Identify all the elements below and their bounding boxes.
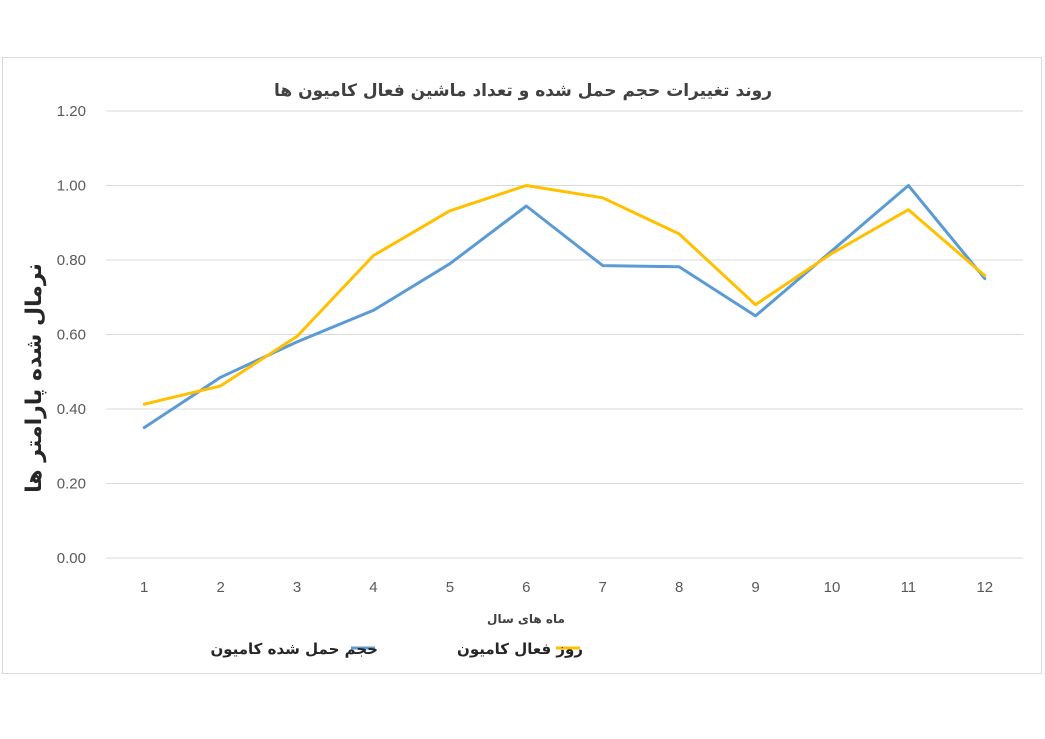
y-tick-label: 0.40 bbox=[57, 401, 86, 418]
y-tick-label: 0.60 bbox=[57, 327, 86, 344]
series-line-0 bbox=[142, 184, 987, 430]
legend-label-volume: حجم حمل شده کامیون bbox=[210, 640, 378, 658]
gridlines bbox=[106, 110, 1023, 559]
series-lines bbox=[142, 184, 987, 430]
x-tick-label: 6 bbox=[522, 579, 530, 596]
x-axis-label: ماه های سال bbox=[487, 612, 565, 626]
x-tick-label: 4 bbox=[369, 579, 377, 596]
x-tick-label: 11 bbox=[901, 579, 917, 596]
y-tick-label: 1.20 bbox=[57, 103, 86, 120]
x-tick-label: 1 bbox=[140, 579, 148, 596]
x-axis-ticks: 1 2 3 4 5 6 7 8 9 10 11 12 bbox=[140, 579, 993, 596]
y-axis-label: نرمال شده پارامتر ها bbox=[22, 263, 47, 493]
x-tick-label: 5 bbox=[446, 579, 454, 596]
y-tick-label: 0.80 bbox=[57, 252, 86, 269]
x-tick-label: 8 bbox=[675, 579, 683, 596]
y-tick-label: 0.00 bbox=[57, 550, 86, 567]
x-tick-label: 10 bbox=[824, 579, 841, 596]
x-tick-label: 2 bbox=[216, 579, 224, 596]
chart-frame: روند تغییرات حجم حمل شده و تعداد ماشین ف… bbox=[2, 57, 1042, 674]
x-tick-label: 9 bbox=[751, 579, 759, 596]
legend-label-active-days: روز فعال کامیون bbox=[457, 640, 583, 658]
y-axis-ticks: 0.00 0.20 0.40 0.60 0.80 1.00 1.20 bbox=[57, 103, 86, 567]
legend: حجم حمل شده کامیون روز فعال کامیون bbox=[210, 640, 583, 658]
x-tick-label: 3 bbox=[293, 579, 301, 596]
x-tick-label: 12 bbox=[976, 579, 993, 596]
series-line-1 bbox=[142, 184, 987, 406]
line-chart: روند تغییرات حجم حمل شده و تعداد ماشین ف… bbox=[22, 81, 1023, 658]
chart-title: روند تغییرات حجم حمل شده و تعداد ماشین ف… bbox=[274, 81, 772, 101]
x-tick-label: 7 bbox=[599, 579, 607, 596]
y-tick-label: 0.20 bbox=[57, 476, 86, 493]
y-tick-label: 1.00 bbox=[57, 178, 86, 195]
